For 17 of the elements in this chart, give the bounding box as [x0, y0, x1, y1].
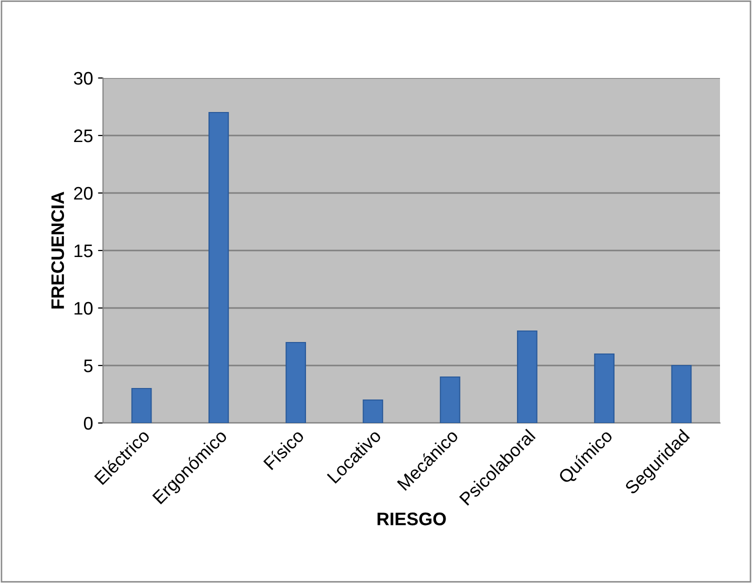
- bar: [440, 376, 460, 423]
- y-tick-label: 20: [74, 186, 93, 200]
- y-tick-label: 30: [74, 72, 93, 85]
- y-tick-label: 0: [84, 416, 93, 430]
- bar: [671, 364, 692, 423]
- bar: [286, 342, 306, 423]
- x-axis-title: RIESGO: [378, 512, 446, 526]
- y-tick-label: 10: [74, 302, 93, 315]
- bar: [131, 388, 152, 423]
- bar: [208, 112, 229, 423]
- bar: [362, 399, 384, 423]
- y-tick-label: 5: [84, 360, 93, 372]
- y-axis-title: FRECUENCIA: [51, 192, 64, 308]
- y-tick-label: 25: [74, 129, 93, 142]
- bar: [516, 330, 538, 423]
- bar: [594, 353, 615, 423]
- y-tick-label: 15: [74, 244, 93, 258]
